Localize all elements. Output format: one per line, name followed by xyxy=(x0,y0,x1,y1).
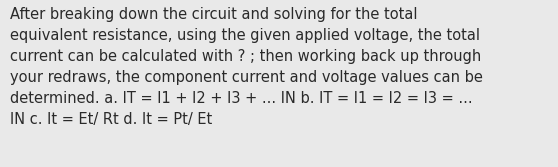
Text: After breaking down the circuit and solving for the total
equivalent resistance,: After breaking down the circuit and solv… xyxy=(10,7,483,127)
